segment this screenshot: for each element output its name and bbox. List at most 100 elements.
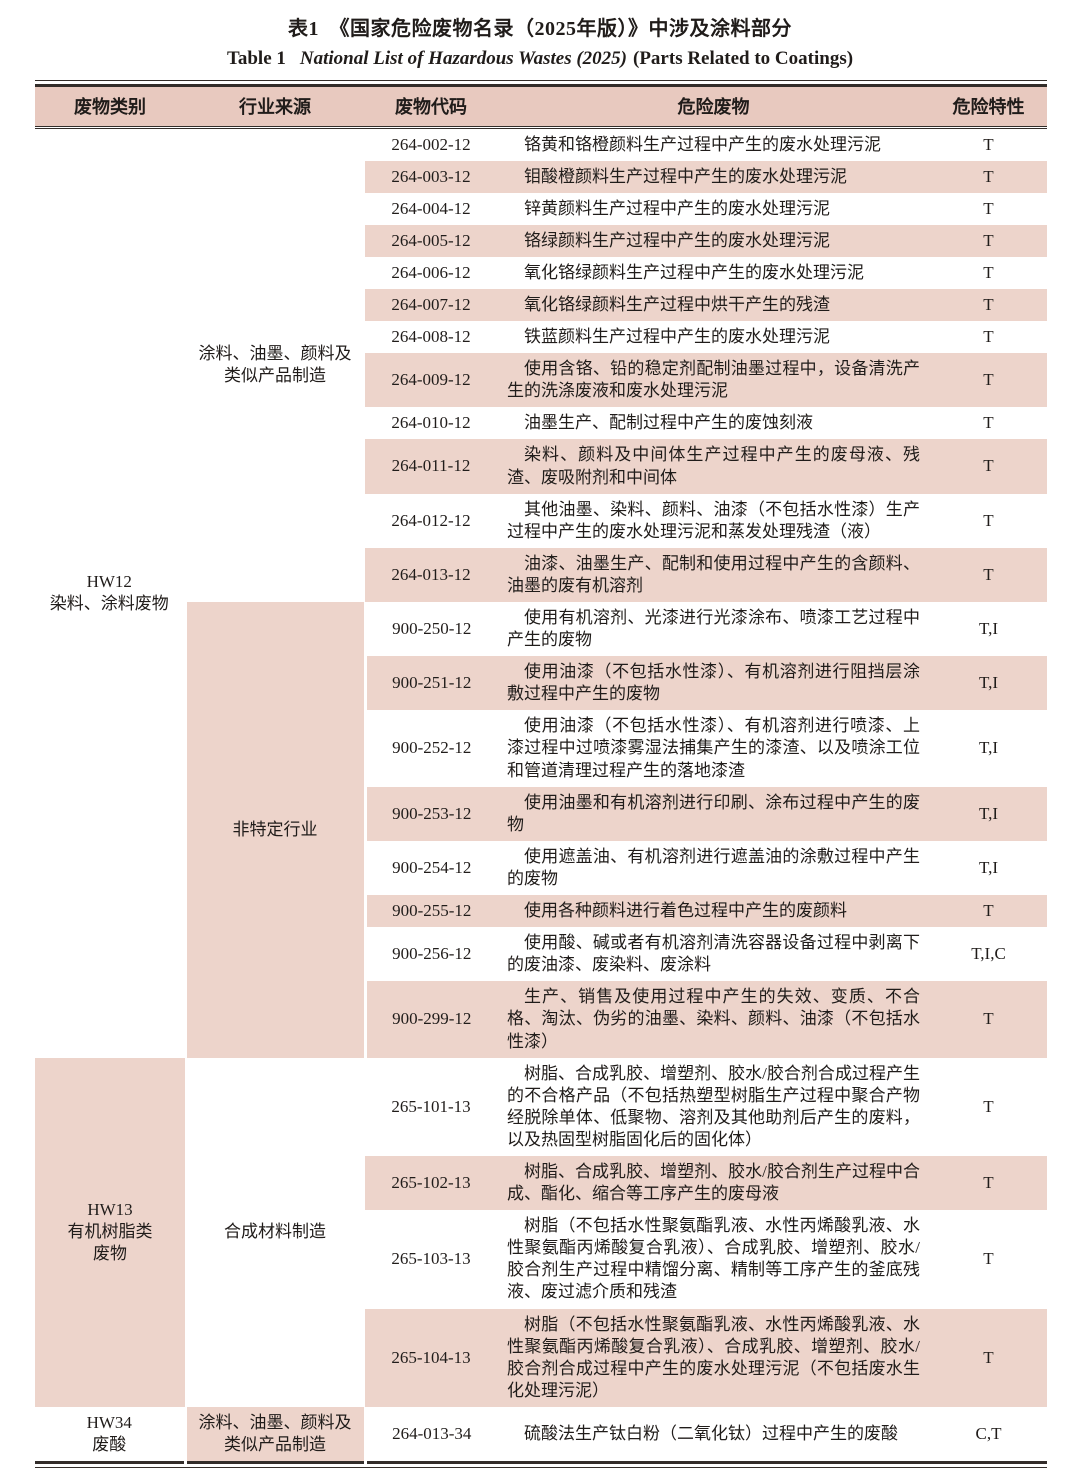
table-row: 264-003-12 钼酸橙颜料生产过程中产生的废水处理污泥 T bbox=[35, 160, 1047, 193]
table-title-en: Table 1 National List of Hazardous Wastes… bbox=[0, 48, 1080, 70]
hazardous-waste-table-wrapper: 废物类别 行业来源 废物代码 危险废物 危险特性 HW12 染料、涂料废物 涂料… bbox=[35, 80, 1047, 1468]
waste-desc-cell: 使用各种颜料进行着色过程中产生的废颜料 bbox=[497, 895, 930, 928]
hazard-trait-cell: T,I,C bbox=[971, 944, 1006, 964]
waste-desc-cell: 树脂、合成乳胶、增塑剂、胶水/胶合剂合成过程产生的不合格产品（不包括热塑型树脂生… bbox=[507, 1063, 920, 1149]
header-waste-category: 废物类别 bbox=[35, 85, 185, 129]
industry-cell-coating-mfg: 涂料、油墨、颜料及类似产品制造 bbox=[185, 127, 365, 602]
table-row: 900-299-12 生产、销售及使用过程中产生的失效、变质、不合格、淘汰、伪劣… bbox=[35, 981, 1047, 1058]
hazard-trait-cell: T bbox=[930, 160, 1047, 193]
hazard-trait-cell: T bbox=[930, 353, 1047, 408]
waste-code-cell: 264-011-12 bbox=[365, 439, 497, 494]
waste-code-cell: 264-008-12 bbox=[391, 327, 471, 347]
waste-desc-cell: 其他油墨、染料、颜料、油漆（不包括水性漆）生产过程中产生的废水处理污泥和蒸发处理… bbox=[507, 499, 920, 541]
category-cell-hw34: HW34 废酸 bbox=[35, 1407, 185, 1463]
waste-code-cell: 900-253-12 bbox=[365, 786, 497, 841]
waste-code-cell: 900-255-12 bbox=[365, 895, 497, 928]
industry-label: 非特定行业 bbox=[232, 819, 318, 839]
waste-code-cell: 900-250-12 bbox=[392, 619, 472, 639]
header-waste-code: 废物代码 bbox=[365, 85, 497, 129]
hazardous-waste-table: 废物类别 行业来源 废物代码 危险废物 危险特性 HW12 染料、涂料废物 涂料… bbox=[35, 83, 1047, 1465]
waste-desc-cell: 锌黄颜料生产过程中产生的废水处理污泥 bbox=[524, 198, 830, 218]
hazard-trait-cell: T bbox=[930, 1155, 1047, 1211]
waste-code-cell: 264-010-12 bbox=[391, 413, 471, 433]
waste-code-cell: 900-252-12 bbox=[392, 738, 472, 758]
waste-code-cell: 264-007-12 bbox=[365, 288, 497, 322]
waste-desc-cell: 树脂（不包括水性聚氨酯乳液、水性丙烯酸乳液、水性聚氨酯丙烯酸复合乳液）、合成乳胶… bbox=[507, 1216, 920, 1302]
hazard-trait-cell: T bbox=[930, 288, 1047, 322]
table-row: 264-012-12 其他油墨、染料、颜料、油漆（不包括水性漆）生产过程中产生的… bbox=[35, 494, 1047, 548]
table-number-en: Table 1 bbox=[226, 48, 286, 69]
waste-desc-cell: 油墨生产、配制过程中产生的废蚀刻液 bbox=[524, 413, 813, 433]
waste-desc-cell: 树脂（不包括水性聚氨酯乳液、水性丙烯酸乳液、水性聚氨酯丙烯酸复合乳液）、合成乳胶… bbox=[497, 1308, 930, 1407]
table-row: 900-252-12 使用油漆（不包括水性漆）、有机溶剂进行喷漆、上漆过程中过喷… bbox=[35, 710, 1047, 786]
hazard-trait-cell: T bbox=[983, 413, 994, 433]
hazard-trait-cell: T bbox=[930, 895, 1047, 928]
waste-desc-cell: 使用含铬、铅的稳定剂配制油墨过程中，设备清洗产生的洗涤废液和废水处理污泥 bbox=[497, 353, 930, 408]
hazard-trait-cell: T bbox=[983, 134, 994, 154]
table-row: 264-005-12 铬绿颜料生产过程中产生的废水处理污泥 T bbox=[35, 224, 1047, 257]
table-title-zh: 表1 《国家危险废物名录（2025年版）》中涉及涂料部分 bbox=[288, 18, 792, 40]
waste-desc-cell: 生产、销售及使用过程中产生的失效、变质、不合格、淘汰、伪劣的油墨、染料、颜料、油… bbox=[497, 981, 930, 1058]
header-hazardous-waste: 危险废物 bbox=[497, 85, 930, 129]
category-code: HW12 bbox=[86, 571, 132, 591]
waste-code-cell: 900-256-12 bbox=[392, 944, 472, 964]
waste-desc-cell: 树脂、合成乳胶、增塑剂、胶水/胶合剂生产过程中合成、酯化、缩合等工序产生的废母液 bbox=[497, 1155, 930, 1211]
table-row: 264-007-12 氧化铬绿颜料生产过程中烘干产生的残渣 T bbox=[35, 288, 1047, 322]
table-row: 非特定行业 900-250-12 使用有机溶剂、光漆进行光漆涂布、喷漆工艺过程中… bbox=[35, 602, 1047, 1058]
waste-desc-cell: 油漆、油墨生产、配制和使用过程中产生的含颜料、油墨的废有机溶剂 bbox=[497, 547, 930, 602]
table-row: 264-009-12 使用含铬、铅的稳定剂配制油墨过程中，设备清洗产生的洗涤废液… bbox=[35, 353, 1047, 408]
waste-code-cell: 265-101-13 bbox=[391, 1096, 471, 1116]
category-label: 染料、涂料废物 bbox=[49, 594, 169, 614]
waste-code-cell: 264-002-12 bbox=[391, 134, 471, 154]
table-row: HW12 染料、涂料废物 涂料、油墨、颜料及类似产品制造 264-002-12 … bbox=[35, 127, 1047, 614]
hazard-trait-cell: T bbox=[983, 262, 994, 282]
table-row: 264-006-12 氧化铬绿颜料生产过程中产生的废水处理污泥 T bbox=[35, 257, 1047, 289]
industry-cell-synthetic-materials: 合成材料制造 bbox=[185, 1058, 365, 1407]
waste-code-cell: 265-104-13 bbox=[365, 1308, 497, 1407]
waste-desc-cell: 使用油墨和有机溶剂进行印刷、涂布过程中产生的废物 bbox=[497, 786, 930, 841]
waste-code-cell: 900-251-12 bbox=[365, 656, 497, 711]
waste-desc-cell: 氧化铬绿颜料生产过程中产生的废水处理污泥 bbox=[524, 262, 864, 282]
table-row: 900-251-12 使用油漆（不包括水性漆）、有机溶剂进行阻挡层涂敷过程中产生… bbox=[35, 656, 1047, 711]
table-row: HW34 废酸 涂料、油墨、颜料及类似产品制造 264-013-34 硫酸法生产… bbox=[35, 1406, 1047, 1463]
industry-label: 涂料、油墨、颜料及类似产品制造 bbox=[198, 344, 352, 386]
hazard-trait-cell: T bbox=[930, 224, 1047, 257]
category-label: 有机树脂类废物 bbox=[67, 1222, 153, 1264]
waste-desc-cell: 使用有机溶剂、光漆进行光漆涂布、喷漆工艺过程中产生的废物 bbox=[507, 608, 920, 650]
hazard-trait-cell: T bbox=[983, 1096, 994, 1116]
industry-cell-coating-mfg-2: 涂料、油墨、颜料及类似产品制造 bbox=[183, 1406, 367, 1463]
table-title-en-italic: National List of Hazardous Wastes (2025) bbox=[299, 48, 627, 69]
hazard-trait-cell: T,I bbox=[930, 656, 1047, 711]
table-row: 264-004-12 锌黄颜料生产过程中产生的废水处理污泥 T bbox=[35, 193, 1047, 225]
waste-code-cell: 900-299-12 bbox=[365, 981, 497, 1058]
waste-code-cell: 264-013-12 bbox=[365, 547, 497, 602]
waste-code-cell: 264-013-34 bbox=[392, 1423, 472, 1443]
hazard-trait-cell: T bbox=[983, 198, 994, 218]
waste-code-cell: 265-102-13 bbox=[365, 1155, 497, 1211]
hazard-trait-cell: T bbox=[983, 1249, 994, 1269]
hazard-trait-cell: T,I bbox=[930, 786, 1047, 841]
waste-desc-cell: 氧化铬绿颜料生产过程中烘干产生的残渣 bbox=[497, 288, 930, 322]
header-row: 废物类别 行业来源 废物代码 危险废物 危险特性 bbox=[35, 85, 1047, 129]
table-row: 265-102-13 树脂、合成乳胶、增塑剂、胶水/胶合剂生产过程中合成、酯化、… bbox=[35, 1155, 1047, 1211]
waste-desc-cell: 使用酸、碱或者有机溶剂清洗容器设备过程中剥离下的废油漆、废染料、废涂料 bbox=[507, 933, 920, 975]
waste-code-cell: 900-254-12 bbox=[392, 857, 472, 877]
table-row: 900-256-12 使用酸、碱或者有机溶剂清洗容器设备过程中剥离下的废油漆、废… bbox=[35, 927, 1047, 981]
category-cell-hw12: HW12 染料、涂料废物 bbox=[35, 127, 185, 1058]
waste-code-cell: 264-004-12 bbox=[391, 198, 471, 218]
waste-desc-cell: 铁蓝颜料生产过程中产生的废水处理污泥 bbox=[524, 327, 830, 347]
table-row: 264-008-12 铁蓝颜料生产过程中产生的废水处理污泥 T bbox=[35, 321, 1047, 353]
industry-label: 涂料、油墨、颜料及类似产品制造 bbox=[198, 1412, 352, 1454]
waste-code-cell: 264-005-12 bbox=[365, 224, 497, 257]
industry-cell-non-specific: 非特定行业 bbox=[183, 602, 367, 1058]
hazard-trait-cell: C,T bbox=[975, 1423, 1002, 1443]
table-title-en-suffix: (Parts Related to Coatings) bbox=[633, 48, 854, 69]
table-row: 264-013-12 油漆、油墨生产、配制和使用过程中产生的含颜料、油墨的废有机… bbox=[35, 547, 1047, 602]
category-cell-hw13: HW13 有机树脂类废物 bbox=[35, 1057, 185, 1407]
table-row: 264-011-12 染料、颜料及中间体生产过程中产生的废母液、残渣、废吸附剂和… bbox=[35, 439, 1047, 494]
hazard-trait-cell: T,I bbox=[978, 857, 999, 877]
hazard-trait-cell: T,I bbox=[978, 619, 999, 639]
waste-code-cell: 265-103-13 bbox=[391, 1249, 471, 1269]
category-code: HW34 bbox=[86, 1412, 132, 1432]
waste-desc-cell: 使用遮盖油、有机溶剂进行遮盖油的涂敷过程中产生的废物 bbox=[507, 846, 920, 888]
